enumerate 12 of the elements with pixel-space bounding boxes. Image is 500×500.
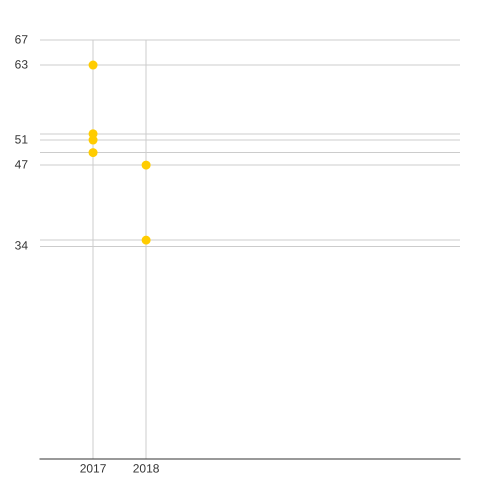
y-tick-label: 67 xyxy=(14,32,28,46)
point xyxy=(142,236,151,245)
y-tick-label: 34 xyxy=(14,238,28,253)
y-tick-label: 63 xyxy=(14,57,28,72)
y-tick-label: 51 xyxy=(14,132,28,146)
x-tick-label: 2018 xyxy=(132,462,160,476)
y-tick-label: 47 xyxy=(14,157,28,172)
point xyxy=(88,148,98,158)
x-tick-label: 2017 xyxy=(80,462,107,476)
point xyxy=(88,136,98,145)
point xyxy=(142,160,151,170)
point xyxy=(88,60,98,70)
